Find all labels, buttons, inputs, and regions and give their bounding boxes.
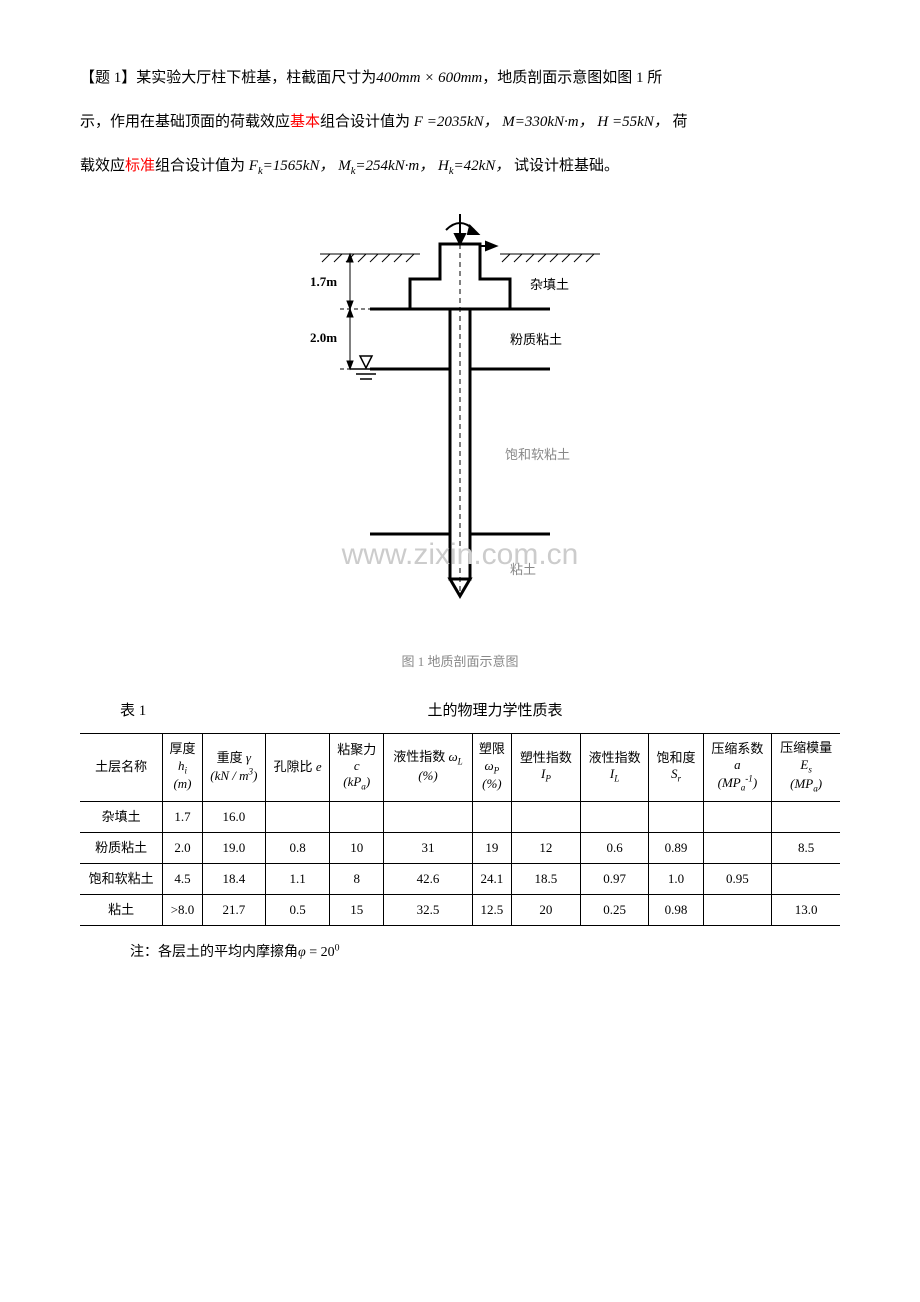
table-title: 土的物理力学性质表: [150, 693, 840, 729]
table-cell: 粉质粘土: [80, 832, 163, 863]
problem-line-2: 示，作用在基础顶面的荷载效应基本组合设计值为 F =2035kN， M=330k…: [80, 104, 840, 140]
table-cell: 18.4: [202, 863, 265, 894]
table-label: 表 1: [80, 693, 150, 729]
table-cell: >8.0: [163, 895, 202, 926]
table-cell: 1.0: [649, 863, 703, 894]
col-thickness: 厚度 hi (m): [163, 734, 202, 801]
table-cell: [772, 863, 840, 894]
table-cell: 20: [512, 895, 581, 926]
table-cell: [772, 801, 840, 832]
col-cohesion: 粘聚力 c (kPa): [330, 734, 384, 801]
table-row: 粘土>8.021.70.51532.512.5200.250.98 13.0: [80, 895, 840, 926]
table-cell: 8.5: [772, 832, 840, 863]
table-cell: 0.6: [580, 832, 649, 863]
table-cell: 1.7: [163, 801, 202, 832]
table-cell: 12: [512, 832, 581, 863]
table-row: 饱和软粘土4.518.41.1842.624.118.50.971.00.95: [80, 863, 840, 894]
table-cell: [703, 832, 772, 863]
col-liquid-limit: 液性指数 ωL (%): [384, 734, 472, 801]
table-cell: 8: [330, 863, 384, 894]
table-cell: 0.8: [265, 832, 329, 863]
table-cell: 饱和软粘土: [80, 863, 163, 894]
table-cell: 0.89: [649, 832, 703, 863]
table-title-row: 表 1 土的物理力学性质表: [80, 693, 840, 729]
layer1-label: 杂填土: [530, 277, 569, 292]
table-cell: 13.0: [772, 895, 840, 926]
table-cell: 0.97: [580, 863, 649, 894]
dim-1-7: 1.7m: [310, 274, 337, 289]
table-cell: [649, 801, 703, 832]
table-cell: 10: [330, 832, 384, 863]
table-cell: 1.1: [265, 863, 329, 894]
col-compress-modulus: 压缩模量 Es (MPa): [772, 734, 840, 801]
table-cell: [265, 801, 329, 832]
table-cell: 31: [384, 832, 472, 863]
table-cell: 16.0: [202, 801, 265, 832]
footnote: 注：各层土的平均内摩擦角φ = 200: [80, 936, 840, 970]
col-gamma: 重度 γ (kN / m3): [202, 734, 265, 801]
title-prefix: 【题 1】: [80, 70, 136, 86]
col-plasticity-index: 塑性指数 IP: [512, 734, 581, 801]
col-saturation: 饱和度 Sr: [649, 734, 703, 801]
table-cell: [580, 801, 649, 832]
table-cell: 0.95: [703, 863, 772, 894]
dim-2-0: 2.0m: [310, 330, 337, 345]
table-cell: 0.5: [265, 895, 329, 926]
table-cell: [384, 801, 472, 832]
col-liquidity-index: 液性指数 IL: [580, 734, 649, 801]
table-cell: 12.5: [472, 895, 511, 926]
col-name: 土层名称: [80, 734, 163, 801]
table-cell: 19.0: [202, 832, 265, 863]
col-compress-coef: 压缩系数 a (MPa-1): [703, 734, 772, 801]
table-cell: 粘土: [80, 895, 163, 926]
table-row: 粉质粘土2.019.00.8103119120.60.89 8.5: [80, 832, 840, 863]
table-cell: [330, 801, 384, 832]
geological-section-diagram: 1.7m 2.0m 杂填土 粉质粘土 饱和软粘土 粘土 www.zixin.co…: [80, 204, 840, 677]
layer2-label: 粉质粘土: [510, 332, 562, 347]
table-cell: 42.6: [384, 863, 472, 894]
table-cell: 2.0: [163, 832, 202, 863]
soil-table-body: 杂填土1.716.0粉质粘土2.019.00.8103119120.60.898…: [80, 801, 840, 926]
col-plastic-limit: 塑限 ωP (%): [472, 734, 511, 801]
problem-line-1: 【题 1】某实验大厅柱下桩基，柱截面尺寸为400mm × 600mm，地质剖面示…: [80, 60, 840, 96]
table-cell: 18.5: [512, 863, 581, 894]
table-cell: 21.7: [202, 895, 265, 926]
table-cell: 19: [472, 832, 511, 863]
table-cell: 4.5: [163, 863, 202, 894]
diagram-caption: 图 1 地质剖面示意图: [80, 646, 840, 677]
col-void-ratio: 孔隙比 e: [265, 734, 329, 801]
layer3-label: 饱和软粘土: [505, 447, 570, 462]
soil-properties-table: 土层名称 厚度 hi (m) 重度 γ (kN / m3) 孔隙比 e: [80, 733, 840, 926]
table-cell: [703, 801, 772, 832]
table-cell: [512, 801, 581, 832]
table-cell: 0.25: [580, 895, 649, 926]
table-cell: [472, 801, 511, 832]
table-cell: 32.5: [384, 895, 472, 926]
table-cell: 0.98: [649, 895, 703, 926]
table-cell: [703, 895, 772, 926]
table-cell: 15: [330, 895, 384, 926]
table-cell: 24.1: [472, 863, 511, 894]
problem-line-3: 载效应标准组合设计值为 Fk=1565kN， Mk=254kN·m， Hk=42…: [80, 148, 840, 184]
watermark: www.zixin.com.cn: [341, 538, 579, 571]
table-row: 杂填土1.716.0: [80, 801, 840, 832]
table-cell: 杂填土: [80, 801, 163, 832]
